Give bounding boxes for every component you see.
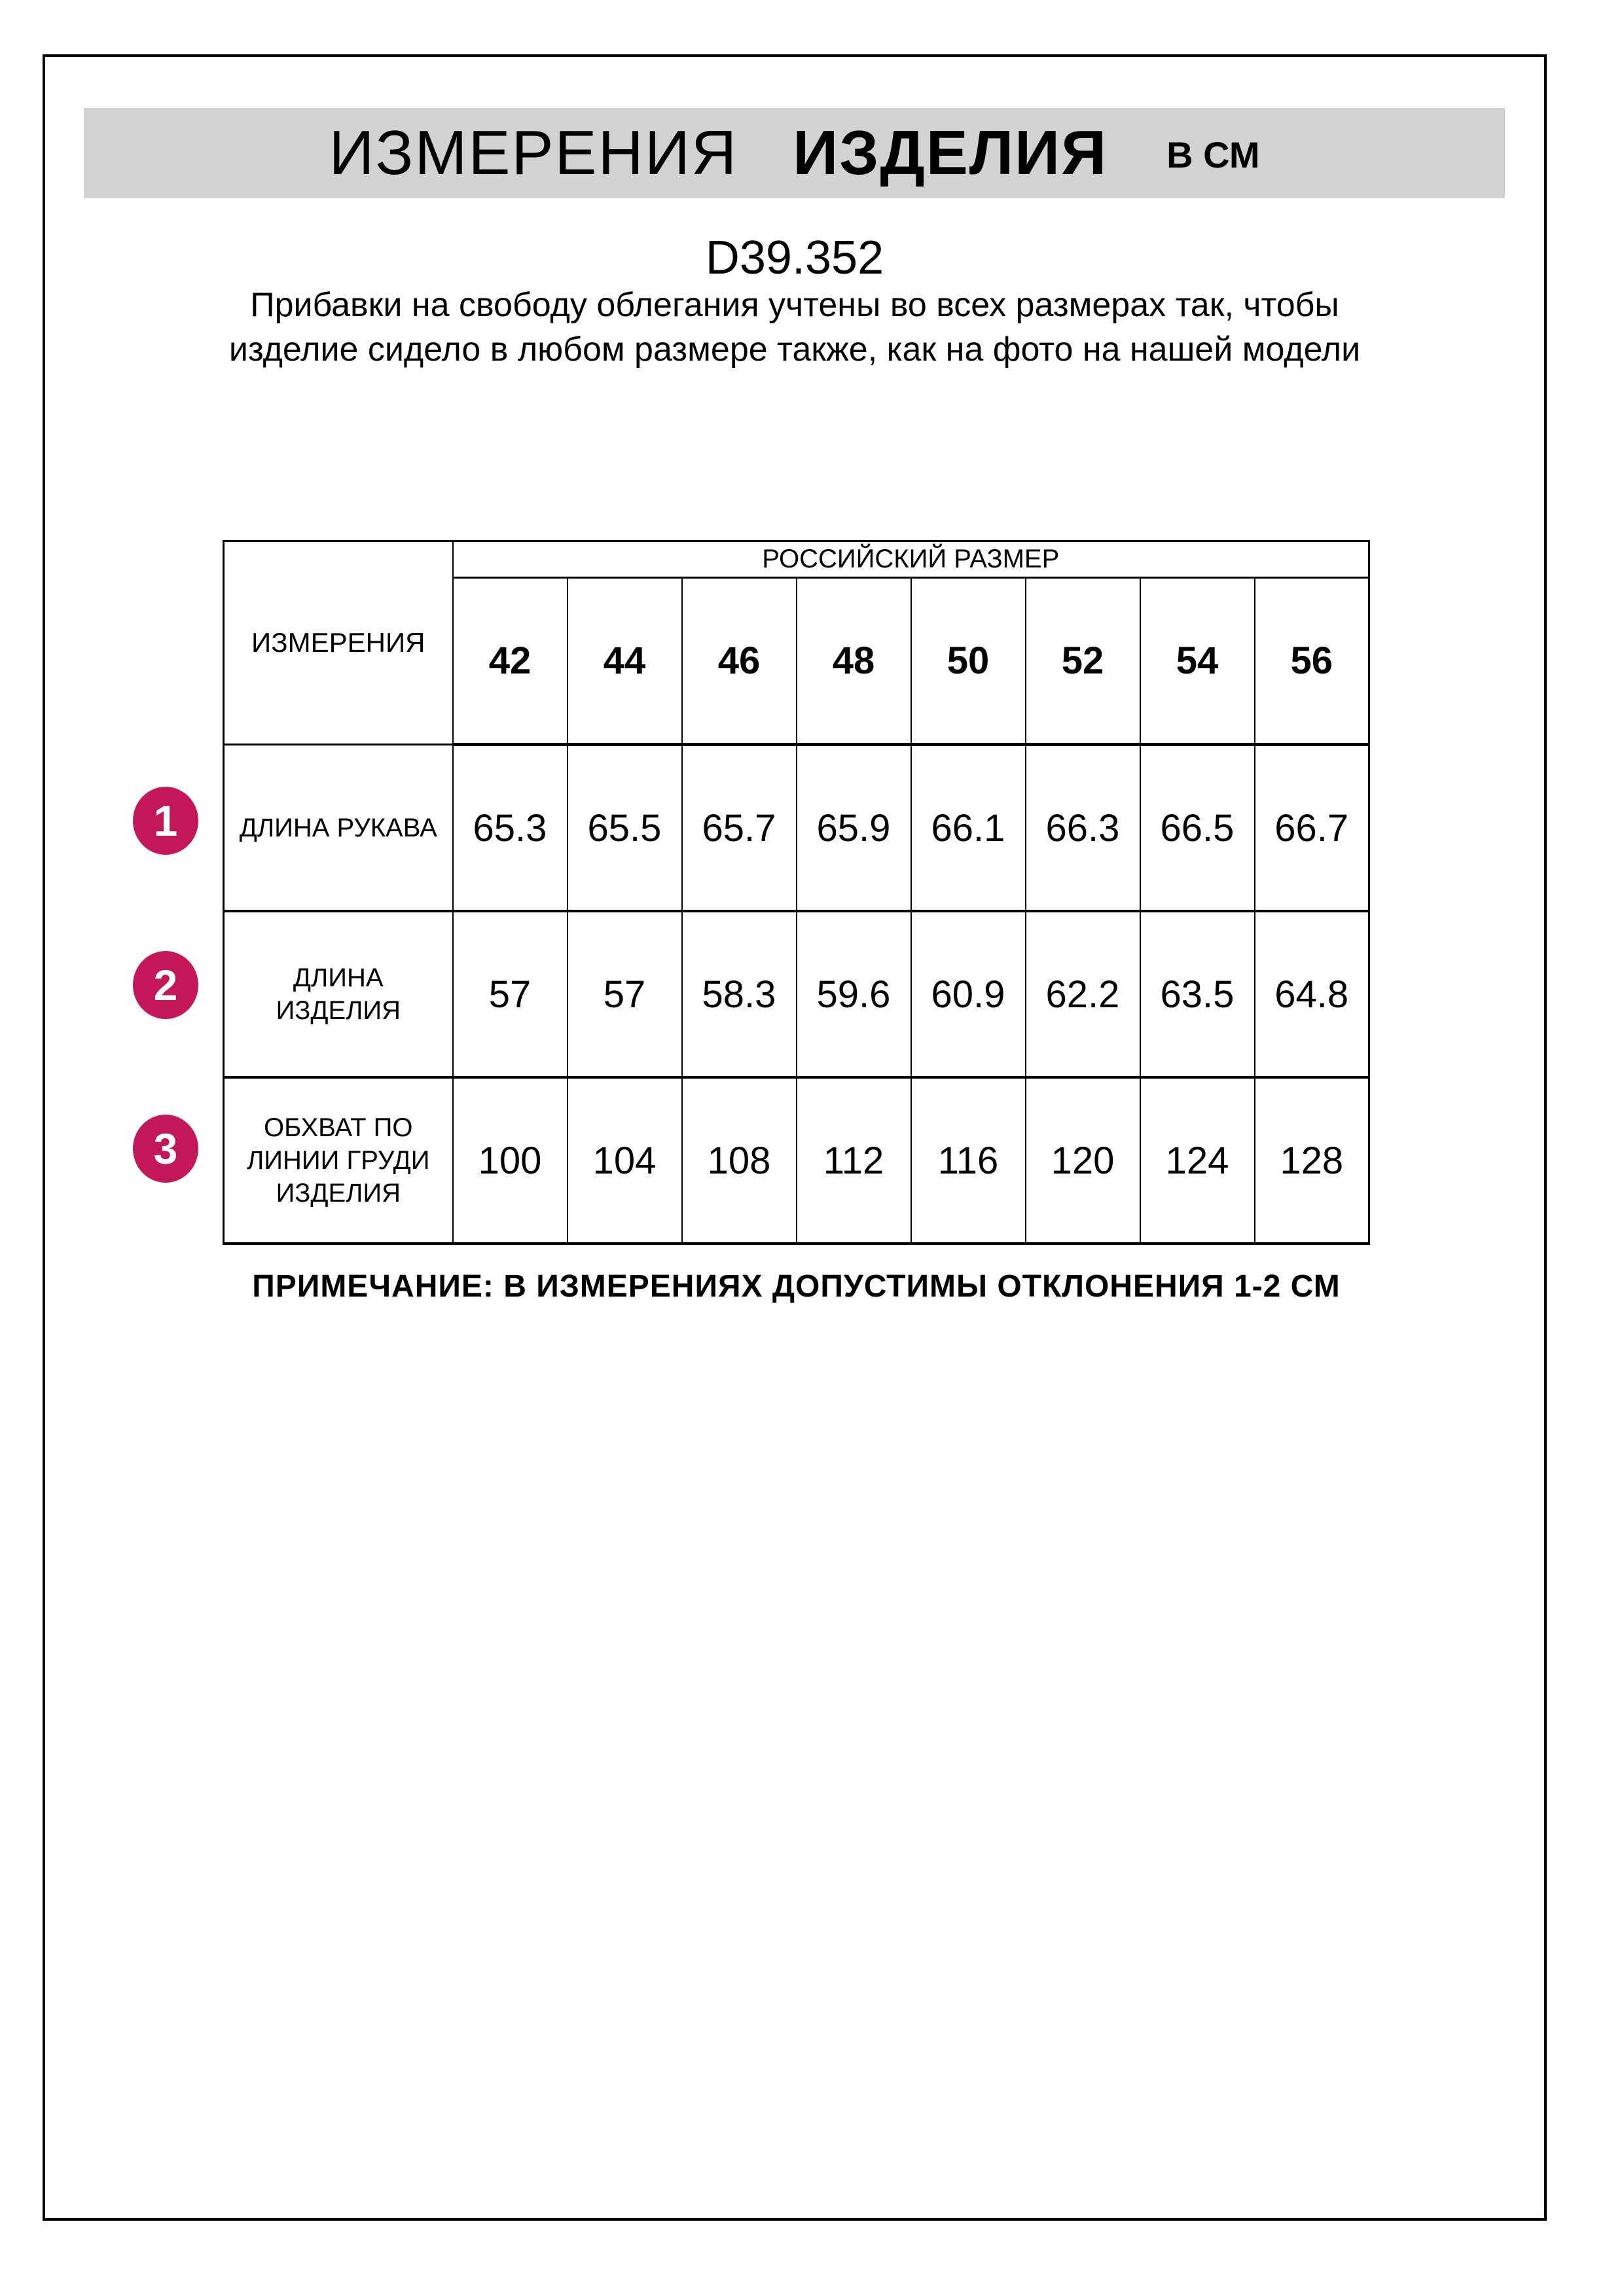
measure-point-1-badge: 1 <box>133 787 198 855</box>
row-label: ДЛИНА РУКАВА <box>223 744 454 912</box>
table-cell: 66.1 <box>910 744 1026 912</box>
table-row-item-length: ДЛИНА ИЗДЕЛИЯ 57 57 58.3 59.6 60.9 62.2 … <box>223 910 1370 1079</box>
page-border <box>43 54 1547 2221</box>
size-column-header: 46 <box>681 577 797 746</box>
table-cell: 59.6 <box>795 910 912 1079</box>
fit-description: Прибавки на свободу облегания учтены во … <box>228 286 1361 368</box>
table-cell: 116 <box>910 1077 1026 1245</box>
measurements-column-header: ИЗМЕРЕНИЯ <box>223 540 454 745</box>
table-cell: 128 <box>1254 1077 1370 1245</box>
size-column-header: 52 <box>1024 577 1141 746</box>
size-column-header: 54 <box>1139 577 1255 746</box>
table-cell: 112 <box>795 1077 912 1245</box>
table-cell: 65.5 <box>566 744 683 912</box>
table-cell: 64.8 <box>1254 910 1370 1079</box>
row-label: ОБХВАТ ПО ЛИНИИ ГРУДИ ИЗДЕЛИЯ <box>223 1077 454 1245</box>
table-cell: 63.5 <box>1139 910 1255 1079</box>
page-title-measurements: ИЗМЕРЕНИЯ <box>329 118 738 188</box>
table-row-chest-girth: ОБХВАТ ПО ЛИНИИ ГРУДИ ИЗДЕЛИЯ 100 104 10… <box>223 1077 1370 1245</box>
row-label: ДЛИНА ИЗДЕЛИЯ <box>223 910 454 1079</box>
table-cell: 66.5 <box>1139 744 1255 912</box>
table-cell: 65.7 <box>681 744 797 912</box>
page-title-units: В СМ <box>1166 134 1260 175</box>
size-column-header: 44 <box>566 577 683 746</box>
table-cell: 65.3 <box>452 744 568 912</box>
table-cell: 66.7 <box>1254 744 1370 912</box>
header-bar: ИЗМЕРЕНИЯ ИЗДЕЛИЯ В СМ <box>84 108 1505 198</box>
russian-size-header: РОССИЙСКИЙ РАЗМЕР <box>452 540 1370 579</box>
table-header-row-group: ИЗМЕРЕНИЯ РОССИЙСКИЙ РАЗМЕР <box>223 540 1370 745</box>
table-cell: 104 <box>566 1077 683 1245</box>
size-column-header: 42 <box>452 577 568 746</box>
size-column-header: 50 <box>910 577 1026 746</box>
table-cell: 100 <box>452 1077 568 1245</box>
size-table: ИЗМЕРЕНИЯ РОССИЙСКИЙ РАЗМЕР 42 44 46 48 … <box>223 540 1370 1245</box>
table-cell: 60.9 <box>910 910 1026 1079</box>
measure-point-3-badge: 3 <box>133 1115 198 1183</box>
table-cell: 62.2 <box>1024 910 1141 1079</box>
table-cell: 57 <box>452 910 568 1079</box>
table-header-row-sizes: 42 44 46 48 50 52 54 56 <box>224 577 1370 746</box>
table-cell: 108 <box>681 1077 797 1245</box>
size-column-header: 48 <box>795 577 912 746</box>
measure-point-2-badge: 2 <box>133 951 198 1019</box>
measure-point-2-number: 2 <box>153 961 178 1009</box>
size-column-header: 56 <box>1254 577 1370 746</box>
measure-point-1-number: 1 <box>153 797 178 845</box>
product-code: D39.352 <box>705 232 884 284</box>
page-title-product: ИЗДЕЛИЯ <box>793 118 1108 188</box>
table-cell: 66.3 <box>1024 744 1141 912</box>
table-cell: 120 <box>1024 1077 1141 1245</box>
table-cell: 57 <box>566 910 683 1079</box>
table-row-sleeve-length: ДЛИНА РУКАВА 65.3 65.5 65.7 65.9 66.1 66… <box>223 744 1370 912</box>
table-cell: 58.3 <box>681 910 797 1079</box>
measure-point-3-number: 3 <box>153 1124 178 1173</box>
table-cell: 124 <box>1139 1077 1255 1245</box>
tolerance-note: ПРИМЕЧАНИЕ: В ИЗМЕРЕНИЯХ ДОПУСТИМЫ ОТКЛО… <box>252 1269 1341 1304</box>
table-cell: 65.9 <box>795 744 912 912</box>
